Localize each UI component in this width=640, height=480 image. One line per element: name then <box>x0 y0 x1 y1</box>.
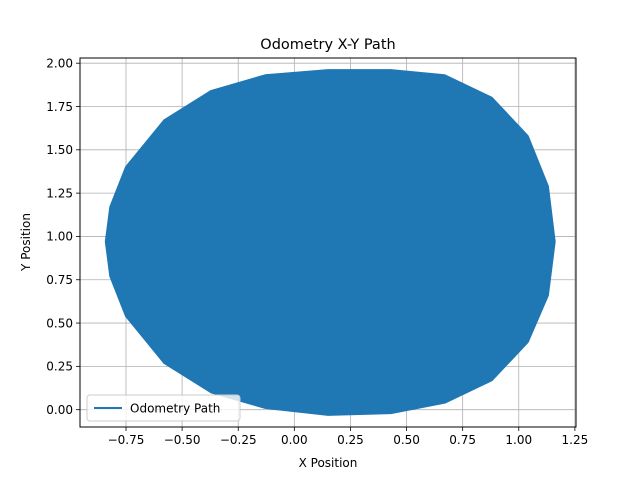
x-axis-ticks: −0.75 −0.50 −0.25 0.00 0.25 0.50 0.75 1.00 1.25 <box>108 427 589 447</box>
x-axis-label: X Position <box>299 456 358 470</box>
legend-box <box>86 394 241 422</box>
y-tick-label: 0.75 <box>46 273 73 287</box>
plot-area <box>104 69 556 416</box>
y-tick-label: 0.50 <box>46 316 73 330</box>
chart-title: Odometry X-Y Path <box>260 37 395 53</box>
y-axis-label: Y Position <box>19 213 33 272</box>
x-tick-label: 1.00 <box>505 433 532 447</box>
x-tick-label: 0.50 <box>393 433 420 447</box>
y-tick-label: 2.00 <box>46 56 73 70</box>
y-tick-label: 1.25 <box>46 186 73 200</box>
x-tick-label: −0.25 <box>220 433 257 447</box>
y-tick-label: 0.00 <box>46 403 73 417</box>
x-tick-label: −0.75 <box>108 433 145 447</box>
axes-frame <box>79 57 577 428</box>
x-tick-label: 0.25 <box>337 433 364 447</box>
x-tick-label: −0.50 <box>164 433 201 447</box>
x-tick-label: 0.75 <box>449 433 476 447</box>
legend: Odometry Path <box>86 394 241 422</box>
y-tick-label: 0.25 <box>46 360 73 374</box>
x-tick-label: 0.00 <box>281 433 308 447</box>
y-tick-label: 1.75 <box>46 100 73 114</box>
y-axis-ticks: 0.00 0.25 0.50 0.75 1.00 1.25 1.50 1.75 2.00 <box>46 56 80 417</box>
odometry-path-series <box>104 69 556 416</box>
x-tick-label: 1.25 <box>562 433 589 447</box>
y-tick-label: 1.00 <box>46 230 73 244</box>
y-tick-label: 1.50 <box>46 143 73 157</box>
legend-label: Odometry Path <box>130 402 220 416</box>
